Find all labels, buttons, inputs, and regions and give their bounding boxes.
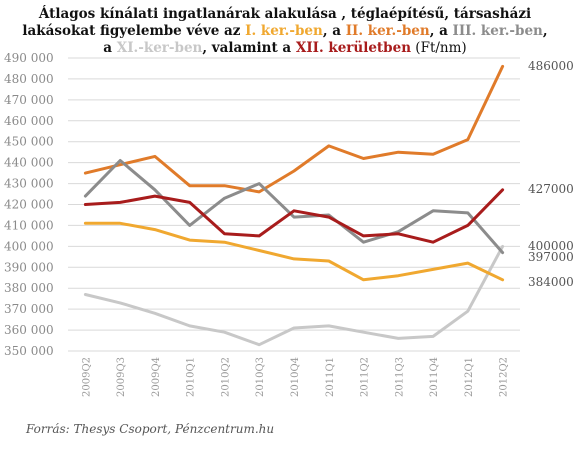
y-tick-label: 420 000 xyxy=(4,198,54,212)
y-axis: 350 000 360 000 370 000 380 000 390 000 400 0… xyxy=(4,51,54,358)
x-tick-label: 2010Q3 xyxy=(255,357,266,397)
series-line-iiker xyxy=(83,64,505,194)
title-district-i: I. ker.-ben xyxy=(245,23,323,39)
end-value-label: 427000 xyxy=(528,182,574,196)
y-tick-label: 490 000 xyxy=(4,51,54,65)
gridlines xyxy=(68,57,520,352)
y-tick-label: 430 000 xyxy=(4,177,54,191)
x-tick-label: 2009Q2 xyxy=(81,357,92,397)
x-tick-label: 2010Q1 xyxy=(186,357,197,397)
x-tick-label: 2009Q4 xyxy=(151,357,162,397)
title-unit: (Ft/nm) xyxy=(411,40,467,56)
y-tick-label: 370 000 xyxy=(4,302,54,316)
x-tick-label: 2010Q2 xyxy=(220,357,231,397)
series-lines xyxy=(83,64,505,347)
y-tick-label: 470 000 xyxy=(4,93,54,107)
title-district-xii: XII. kerületben xyxy=(295,40,412,56)
x-tick-label: 2010Q4 xyxy=(290,357,301,397)
y-tick-label: 410 000 xyxy=(4,218,54,232)
y-tick-label: 450 000 xyxy=(4,135,54,149)
x-tick-label: 2012Q2 xyxy=(499,357,510,397)
series-line-iker xyxy=(83,221,505,282)
end-value-label: 384000 xyxy=(528,275,574,289)
x-tick-label: 2011Q4 xyxy=(429,357,440,397)
y-tick-label: 400 000 xyxy=(4,239,54,253)
y-tick-label: 380 000 xyxy=(4,281,54,295)
x-tick-label: 2009Q3 xyxy=(116,357,127,397)
y-tick-label: 360 000 xyxy=(4,323,54,337)
x-tick-label: 2012Q1 xyxy=(464,357,475,397)
end-value-label: 486000 xyxy=(528,59,574,73)
y-tick-label: 480 000 xyxy=(4,72,54,86)
series-line-iiiker xyxy=(83,159,505,255)
y-tick-label: 460 000 xyxy=(4,114,54,128)
y-tick-label: 350 000 xyxy=(4,344,54,358)
x-tick-label: 2011Q3 xyxy=(394,357,405,397)
series-line-xiiker xyxy=(83,188,505,244)
y-tick-label: 390 000 xyxy=(4,260,54,274)
x-axis: 2009Q2 2009Q3 2009Q4 2010Q1 2010Q2 2010Q3 2010… xyxy=(81,357,509,397)
title-district-iii: III. ker.-ben xyxy=(452,23,543,39)
series-line-xiker xyxy=(83,244,505,347)
x-tick-label: 2011Q1 xyxy=(325,357,336,397)
source-note: Forrás: Thesys Csoport, Pénzcentrum.hu xyxy=(26,422,275,436)
y-tick-label: 440 000 xyxy=(4,156,54,170)
end-value-label: 400000 xyxy=(528,239,574,253)
title-district-xi: XI.-ker-ben xyxy=(116,40,203,56)
end-value-label: 397000 xyxy=(528,250,574,264)
title-district-ii: II. ker.-ben xyxy=(345,23,430,39)
x-tick-label: 2011Q2 xyxy=(360,357,371,397)
chart-title: Átlagos kínálati ingatlanárak alakulása … xyxy=(22,6,548,56)
